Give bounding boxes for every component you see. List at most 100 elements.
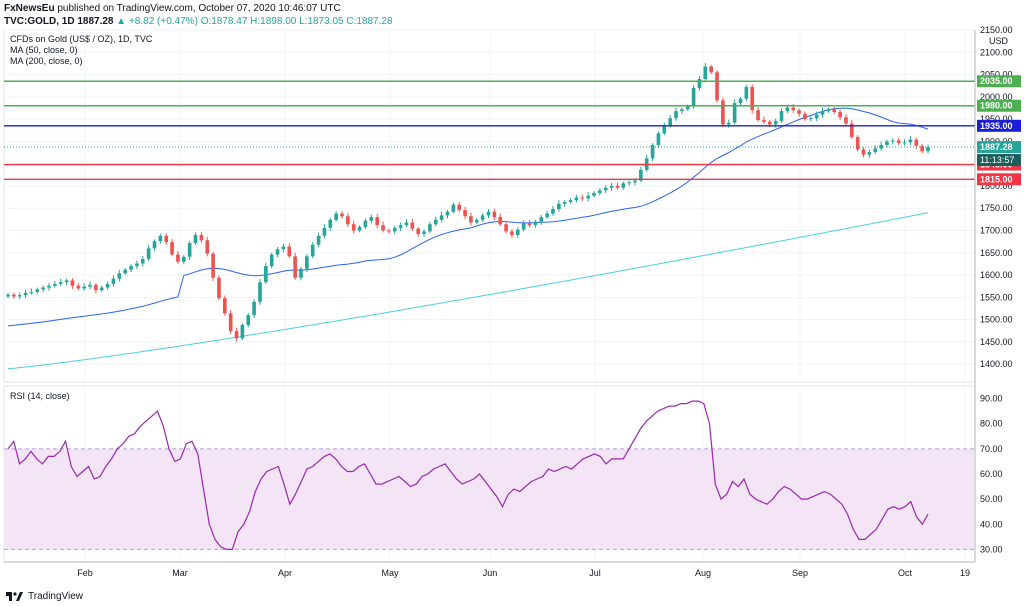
candle-body xyxy=(861,149,866,155)
rsi-tick-label: 70.00 xyxy=(980,444,1003,454)
candle-body xyxy=(562,201,567,204)
price-tick-label: 2150.00 xyxy=(980,25,1013,35)
candle-body xyxy=(480,215,485,220)
price-tick-label: 2050.00 xyxy=(980,70,1013,80)
candle-body xyxy=(70,280,75,286)
level-label: 1815.00 xyxy=(980,174,1013,184)
candle-body xyxy=(908,139,913,143)
candle-body xyxy=(117,273,122,279)
candle-body xyxy=(410,222,415,229)
candle-body xyxy=(832,109,837,112)
candle-body xyxy=(222,298,227,314)
candle-body xyxy=(346,216,350,225)
candle-body xyxy=(779,111,784,121)
candle-body xyxy=(498,217,503,225)
candle-body xyxy=(146,248,151,260)
candle-body xyxy=(726,122,731,125)
countdown-label-bg xyxy=(977,154,1021,167)
candle-body xyxy=(205,240,210,254)
candle-body xyxy=(545,213,549,218)
candle-body xyxy=(47,285,51,288)
candle-body xyxy=(392,227,397,232)
candle-body xyxy=(23,292,28,296)
candle-body xyxy=(855,136,860,150)
candle-body xyxy=(773,120,778,125)
candle-body xyxy=(873,148,878,153)
candle-body xyxy=(363,220,368,227)
candle-body xyxy=(592,193,596,196)
ma50-line xyxy=(7,107,929,327)
candle-body xyxy=(140,259,145,264)
candle-body xyxy=(135,263,139,267)
candle-body xyxy=(533,221,538,226)
candle-body xyxy=(850,123,854,137)
candle-body xyxy=(879,144,883,149)
price-legend-entry: MA (200, close, 0) xyxy=(10,56,83,66)
price-tick-label: 2100.00 xyxy=(980,47,1013,57)
ohlc-values: O:1878.47 H:1898.00 L:1873.05 C:1887.28 xyxy=(200,16,393,27)
month-tick-label: Feb xyxy=(77,568,93,578)
candle-body xyxy=(264,266,268,283)
candle-body xyxy=(621,183,626,188)
candle-body xyxy=(176,254,180,262)
candle-body xyxy=(158,235,163,242)
candle-body xyxy=(416,228,421,235)
candle-body xyxy=(615,185,620,188)
candle-body xyxy=(328,219,333,228)
candle-body xyxy=(814,114,819,119)
candle-body xyxy=(246,315,251,325)
publisher-name[interactable]: FxNewsEu xyxy=(4,3,55,14)
candle-body xyxy=(170,242,174,255)
candle-body xyxy=(76,285,81,289)
candle-body xyxy=(12,294,16,297)
month-tick-label: 19 xyxy=(960,568,970,578)
candle-body xyxy=(791,107,796,111)
candle-body xyxy=(738,98,743,104)
candle-body xyxy=(838,111,842,118)
level-label-bg xyxy=(977,99,1021,112)
candle-body xyxy=(152,241,157,249)
candle-body xyxy=(105,283,110,288)
candle-body xyxy=(123,269,128,274)
candle-body xyxy=(767,121,772,125)
candle-body xyxy=(299,268,303,278)
candle-body xyxy=(580,197,585,199)
tradingview-logo-icon xyxy=(6,592,23,601)
month-tick-label: Sep xyxy=(792,568,808,578)
candle-body xyxy=(715,72,719,101)
candle-body xyxy=(680,109,684,112)
candle-body xyxy=(199,234,204,241)
candle-body xyxy=(252,301,256,316)
last-price-header: 1887.28 xyxy=(77,16,114,27)
candle-body xyxy=(762,120,766,122)
candle-body xyxy=(88,284,92,287)
price-tick-label: 1500.00 xyxy=(980,315,1013,325)
price-tick-label: 1600.00 xyxy=(980,270,1013,280)
candle-body xyxy=(492,211,497,218)
rsi-tick-label: 50.00 xyxy=(980,494,1003,504)
candle-body xyxy=(527,223,532,226)
candle-body xyxy=(820,111,825,115)
candle-body xyxy=(398,225,403,228)
rsi-tick-label: 60.00 xyxy=(980,469,1003,479)
candle-body xyxy=(334,213,338,220)
price-tick-label: 1700.00 xyxy=(980,226,1013,236)
candle-body xyxy=(35,289,40,292)
month-tick-label: May xyxy=(381,568,399,578)
candle-body xyxy=(404,222,409,226)
candle-body xyxy=(287,246,292,257)
tradingview-brand[interactable]: TradingView xyxy=(6,591,83,602)
candle-body xyxy=(58,282,63,284)
candle-body xyxy=(662,125,667,134)
level-label: 1980.00 xyxy=(980,101,1013,111)
candle-body xyxy=(6,294,10,297)
rsi-tick-label: 40.00 xyxy=(980,519,1003,529)
rsi-tick-label: 30.00 xyxy=(980,544,1003,554)
month-tick-label: Jul xyxy=(589,568,601,578)
candle-body xyxy=(445,211,450,216)
candle-body xyxy=(603,187,608,191)
candle-body xyxy=(82,286,86,289)
candle-body xyxy=(504,224,508,232)
price-tick-label: 1750.00 xyxy=(980,203,1013,213)
